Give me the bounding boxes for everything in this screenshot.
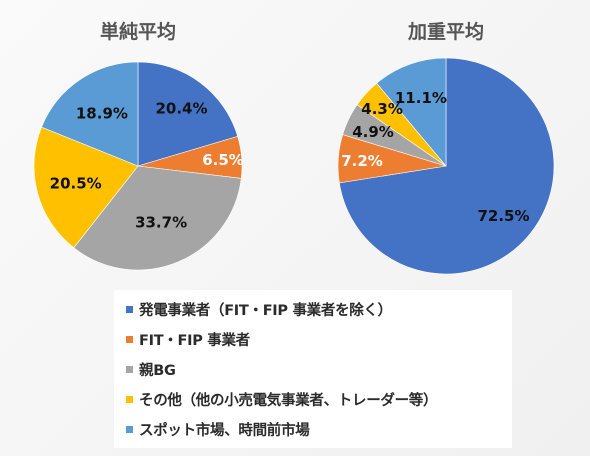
legend-item-parent-bg: 親BG (114, 354, 512, 384)
data-label-spot-market: 11.1% (395, 89, 447, 107)
data-label-generators: 20.4% (155, 100, 207, 118)
pie-slice-parent-bg (73, 165, 242, 271)
data-label-other: 20.5% (50, 175, 102, 193)
data-label-fit-fip: 6.5% (202, 151, 244, 169)
data-label-other: 4.3% (361, 100, 403, 118)
pie-chart-simple-average: 単純平均 20.4% 6.5% 33.7% 20.5% 18.9% (33, 20, 244, 271)
pie-slice-spot-market (376, 57, 447, 167)
legend-item-generators: 発電事業者（FIT・FIP 事業者を除く） (114, 294, 512, 324)
legend-item-other: その他（他の小売電気事業者、トレーダー等） (114, 384, 512, 414)
chart-title: 単純平均 (100, 20, 176, 43)
legend-label-generators: 発電事業者（FIT・FIP 事業者を除く） (139, 302, 392, 319)
legend-swatch-fit-fip (126, 335, 133, 343)
legend-swatch-parent-bg (126, 365, 133, 373)
pie-chart-weighted-average: 加重平均 72.5% 7.2% 4.9% 4.3%11.1% (337, 20, 555, 275)
legend-label-fit-fip: FIT・FIP 事業者 (139, 332, 250, 349)
data-label-fit-fip: 7.2% (341, 152, 383, 170)
legend-label-other: その他（他の小売電気事業者、トレーダー等） (139, 392, 438, 409)
chart-title: 加重平均 (407, 20, 484, 43)
data-label-parent-bg: 33.7% (135, 214, 187, 232)
data-label-parent-bg: 4.9% (352, 123, 394, 141)
legend-item-spot-market: スポット市場、時間前市場 (114, 414, 512, 444)
legend-swatch-generators (126, 305, 133, 313)
legend: 発電事業者（FIT・FIP 事業者を除く） FIT・FIP 事業者 親BG その… (114, 290, 512, 448)
legend-item-fit-fip: FIT・FIP 事業者 (114, 324, 512, 354)
data-label-spot-market: 18.9% (76, 105, 128, 123)
pie-slice-generators (338, 57, 555, 275)
legend-label-spot-market: スポット市場、時間前市場 (139, 422, 310, 439)
data-label-generators: 72.5% (477, 207, 529, 225)
legend-swatch-other (126, 395, 133, 403)
pie-slice-generators (137, 61, 239, 167)
legend-label-parent-bg: 親BG (139, 362, 176, 379)
pie-slice-spot-market (41, 61, 139, 167)
legend-swatch-spot-market (126, 425, 133, 433)
pie-slice-other (33, 126, 139, 249)
